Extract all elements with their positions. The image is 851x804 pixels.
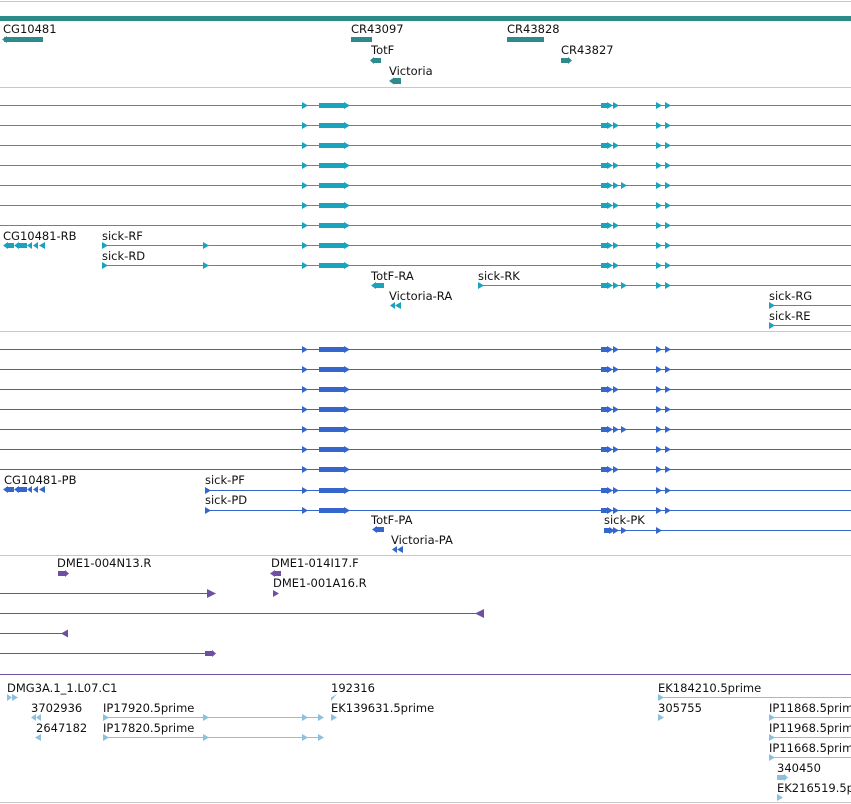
gene-feature[interactable]	[351, 37, 372, 42]
gene-label[interactable]: CR43827	[561, 43, 614, 57]
est-feature[interactable]	[31, 714, 41, 721]
clone-end-arrow	[61, 629, 68, 638]
transcript-exon-group[interactable]	[3, 242, 45, 249]
protein-label[interactable]: TotF-PA	[370, 513, 413, 527]
clone-track: DME1-004N13.R DME1-014I17.F DME1-001A16.…	[0, 556, 484, 657]
est-arrow[interactable]	[35, 734, 41, 741]
transcript-row[interactable]	[0, 102, 851, 109]
protein-label[interactable]: sick-PK	[604, 513, 645, 527]
transcript-rows	[0, 102, 851, 329]
gene-strand-arrow	[568, 57, 572, 64]
est-arrow	[769, 734, 775, 741]
est-arrow[interactable]	[331, 714, 337, 721]
clone-end-arrow	[207, 589, 216, 598]
transcript-row[interactable]	[0, 202, 851, 209]
est-label[interactable]: IP11968.5prime	[769, 721, 851, 735]
transcript-label[interactable]: CG10481-RB	[3, 229, 77, 243]
gene-strand-arrow	[389, 77, 394, 85]
clone-feature[interactable]	[58, 570, 69, 577]
clone-label[interactable]: DME1-014I17.F	[271, 556, 359, 570]
transcript-label[interactable]: sick-RG	[769, 289, 812, 303]
transcript-exon-group[interactable]	[371, 282, 384, 289]
est-feature[interactable]	[7, 694, 18, 701]
protein-label[interactable]: sick-PD	[205, 493, 247, 507]
gene-strand-arrow	[370, 57, 374, 64]
est-label[interactable]: IP11868.5prime	[769, 701, 851, 715]
protein-exon-group[interactable]	[3, 486, 45, 493]
gene-feature[interactable]	[393, 78, 401, 84]
protein-row[interactable]	[0, 406, 851, 413]
transcript-label[interactable]: Victoria-RA	[389, 289, 452, 303]
transcript-row[interactable]	[0, 142, 851, 149]
transcript-row[interactable]	[0, 162, 851, 169]
protein-row[interactable]	[0, 346, 851, 353]
est-arrow[interactable]	[658, 714, 664, 721]
gene-label[interactable]: TotF	[370, 43, 394, 57]
transcript-label[interactable]: sick-RE	[769, 309, 811, 323]
clone-label[interactable]: DME1-004N13.R	[57, 556, 151, 570]
clone-end-block	[205, 651, 213, 656]
gene-feature[interactable]	[507, 37, 544, 42]
protein-label[interactable]: CG10481-PB	[4, 473, 77, 487]
est-track: DMG3A.1_1.L07.C1 192316 EK184210.5prime …	[7, 681, 851, 801]
est-label[interactable]: 340450	[777, 761, 821, 775]
est-label[interactable]: IP11668.5prime	[769, 741, 851, 755]
est-label[interactable]: EK184210.5prime	[658, 681, 761, 695]
gene-label[interactable]: Victoria	[389, 64, 433, 78]
est-arrows	[103, 714, 324, 721]
protein-row[interactable]	[0, 466, 851, 473]
clone-feature[interactable]	[270, 570, 281, 577]
protein-label[interactable]: Victoria-PA	[391, 533, 453, 547]
gene-feature[interactable]	[373, 58, 381, 63]
gene-feature[interactable]	[4, 37, 43, 42]
protein-row[interactable]	[0, 366, 851, 373]
est-label[interactable]: EK216519.5prime	[777, 781, 851, 795]
protein-exon-group[interactable]	[392, 546, 403, 553]
protein-row[interactable]	[0, 386, 851, 393]
est-arrow	[658, 694, 664, 701]
gene-track: CG10481 CR43097 CR43828 TotF CR43827 Vic…	[0, 16, 851, 85]
est-label[interactable]: IP17920.5prime	[103, 701, 194, 715]
est-arrow	[769, 754, 775, 761]
protein-row[interactable]	[0, 426, 851, 433]
transcript-label[interactable]: sick-RF	[102, 229, 143, 243]
clone-end-arrow	[212, 650, 216, 657]
est-arrow[interactable]	[777, 794, 783, 801]
transcript-row[interactable]	[0, 122, 851, 129]
protein-exon-group[interactable]	[372, 526, 384, 533]
clone-feature[interactable]	[273, 590, 279, 597]
protein-row[interactable]	[0, 446, 851, 453]
gene-span-bar[interactable]	[0, 16, 851, 21]
gene-label[interactable]: CG10481	[3, 22, 57, 36]
protein-track: CG10481-PB sick-PF sick-PD TotF-PA sick-…	[0, 346, 851, 553]
gene-feature[interactable]	[561, 58, 569, 63]
est-label[interactable]: DMG3A.1_1.L07.C1	[7, 681, 117, 695]
est-label[interactable]: 192316	[331, 681, 375, 695]
gene-label[interactable]: CR43828	[507, 22, 560, 36]
transcript-exon-group[interactable]	[390, 302, 401, 309]
clone-label[interactable]: DME1-001A16.R	[273, 576, 367, 590]
protein-rows	[0, 346, 851, 534]
transcript-track: CG10481-RB sick-RF sick-RD TotF-RA sick-…	[0, 102, 851, 329]
est-arrows	[103, 734, 324, 741]
protein-label[interactable]: sick-PF	[205, 473, 245, 487]
est-feature[interactable]	[331, 694, 337, 701]
transcript-label[interactable]: sick-RD	[102, 249, 145, 263]
transcript-label[interactable]: TotF-RA	[370, 269, 414, 283]
transcript-row[interactable]	[0, 222, 851, 229]
clone-end-arrow	[475, 609, 484, 618]
est-label[interactable]: EK139631.5prime	[331, 701, 434, 715]
est-feature[interactable]	[777, 774, 788, 781]
est-label[interactable]: 305755	[658, 701, 702, 715]
est-arrow	[769, 714, 775, 721]
est-label[interactable]: 2647182	[36, 721, 87, 735]
transcript-label[interactable]: sick-RK	[478, 269, 520, 283]
gene-strand-arrow	[2, 36, 7, 43]
transcript-row[interactable]	[0, 182, 851, 189]
gene-label[interactable]: CR43097	[351, 22, 404, 36]
est-label[interactable]: IP17820.5prime	[103, 721, 194, 735]
est-label[interactable]: 3702936	[31, 701, 82, 715]
